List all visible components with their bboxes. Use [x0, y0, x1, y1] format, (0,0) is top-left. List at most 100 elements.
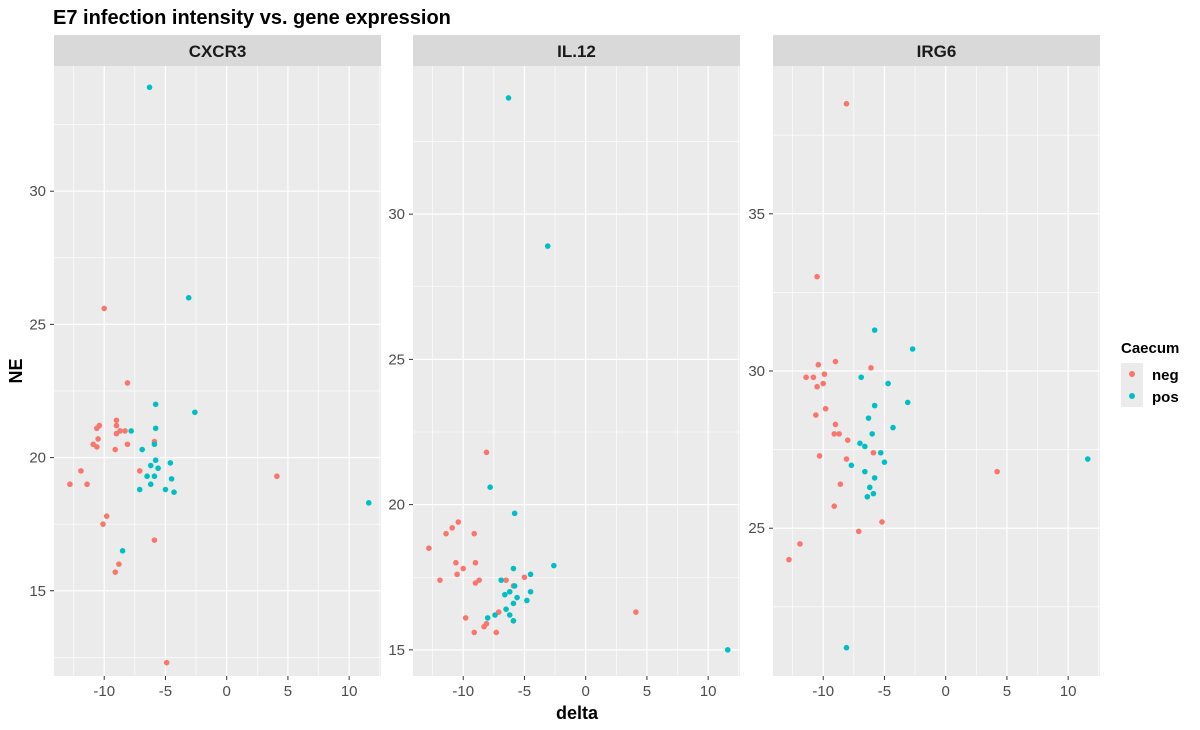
data-point-neg: [870, 449, 877, 456]
y-tick-label: 20: [388, 497, 405, 514]
facet-panel-1: IL.12 -10 -5 0 5 10 15 20 25 30: [388, 35, 740, 700]
data-point-neg: [449, 525, 455, 531]
data-point-pos: [511, 583, 518, 589]
data-point-neg: [816, 453, 823, 459]
legend-label-neg: neg: [1152, 367, 1179, 384]
data-point-pos: [510, 618, 517, 624]
data-point-pos: [909, 346, 916, 352]
data-point-pos: [192, 409, 198, 416]
x-tick-label: 5: [1003, 683, 1011, 700]
data-point-neg: [814, 383, 820, 390]
data-point-neg: [122, 428, 128, 434]
data-point-pos: [865, 415, 872, 421]
data-point-neg: [78, 468, 84, 474]
data-point-neg: [453, 559, 459, 566]
data-point-neg: [879, 519, 885, 525]
facet-strip-bg: [54, 35, 381, 66]
data-point-pos: [724, 647, 731, 653]
data-point-pos: [136, 486, 143, 493]
data-point-pos: [487, 484, 493, 490]
y-tick-label: 25: [748, 520, 765, 537]
data-point-pos: [503, 606, 509, 612]
data-point-pos: [871, 475, 878, 481]
data-point-neg: [821, 371, 828, 377]
data-point-neg: [832, 421, 839, 428]
x-tick-label: 10: [341, 683, 358, 700]
data-point-pos: [848, 462, 855, 469]
data-point-pos: [151, 473, 158, 480]
y-tick-label: 15: [29, 583, 46, 600]
chart-title: E7 infection intensity vs. gene expressi…: [53, 7, 451, 29]
data-point-pos: [551, 562, 557, 569]
data-point-neg: [810, 374, 817, 381]
data-point-neg: [797, 541, 803, 547]
facet-strip-bg: [773, 35, 1100, 66]
data-point-pos: [502, 591, 508, 598]
data-point-neg: [831, 431, 838, 437]
data-point-neg: [843, 456, 850, 462]
data-point-pos: [185, 294, 192, 301]
x-tick-label: 10: [700, 683, 717, 700]
data-point-neg: [832, 358, 839, 365]
data-point-neg: [836, 431, 842, 437]
data-point-neg: [844, 437, 851, 443]
data-point-pos: [864, 493, 871, 500]
data-point-pos: [858, 374, 864, 381]
data-point-neg: [471, 629, 478, 636]
data-point-neg: [476, 577, 482, 583]
data-point-pos: [484, 615, 491, 621]
data-point-pos: [904, 399, 911, 406]
data-point-pos: [144, 473, 150, 480]
data-point-pos: [498, 577, 504, 583]
data-point-neg: [116, 561, 122, 567]
panel-background: [54, 66, 381, 676]
data-point-neg: [994, 468, 1000, 475]
x-tick-label: 5: [643, 683, 651, 700]
data-point-pos: [885, 380, 891, 387]
data-point-neg: [472, 559, 479, 566]
data-point-pos: [119, 548, 126, 554]
data-point-neg: [94, 444, 100, 450]
facet-panel-0: CXCR3 -10 -5 0 5 10 15 20 25 30: [29, 35, 381, 700]
x-tick-label: -5: [878, 683, 891, 700]
data-point-pos: [147, 462, 154, 469]
data-point-neg: [460, 565, 467, 572]
data-point-neg: [820, 380, 827, 387]
data-point-neg: [868, 365, 874, 371]
data-point-neg: [443, 530, 449, 537]
data-point-neg: [843, 100, 850, 107]
data-point-neg: [96, 422, 103, 429]
data-point-pos: [505, 95, 512, 101]
data-point-pos: [877, 449, 884, 456]
data-point-neg: [426, 545, 432, 551]
data-point-neg: [831, 503, 838, 510]
data-point-pos: [492, 612, 498, 618]
data-point-pos: [862, 443, 868, 450]
data-point-neg: [814, 273, 820, 280]
data-point-neg: [67, 481, 73, 488]
data-point-neg: [151, 537, 158, 543]
legend-title: Caecum: [1121, 340, 1179, 357]
data-point-neg: [100, 521, 106, 527]
data-point-pos: [155, 465, 161, 472]
data-point-neg: [633, 609, 639, 615]
data-point-pos: [862, 468, 868, 475]
data-point-pos: [152, 425, 159, 432]
x-tick-label: -10: [812, 683, 834, 700]
data-point-pos: [151, 441, 158, 448]
data-point-neg: [462, 615, 469, 621]
data-point-neg: [124, 380, 131, 386]
x-tick-label: 0: [582, 683, 590, 700]
facet-strip-bg: [413, 35, 740, 66]
y-tick-label: 30: [748, 363, 765, 380]
legend-key-neg: [1129, 371, 1135, 377]
x-tick-label: 10: [1060, 683, 1077, 700]
y-tick-label: 30: [29, 183, 46, 200]
legend-label-pos: pos: [1152, 389, 1179, 406]
data-point-neg: [112, 446, 119, 453]
data-point-pos: [869, 431, 876, 437]
y-tick-label: 15: [388, 642, 405, 659]
data-point-neg: [437, 577, 443, 583]
data-point-neg: [815, 361, 822, 368]
